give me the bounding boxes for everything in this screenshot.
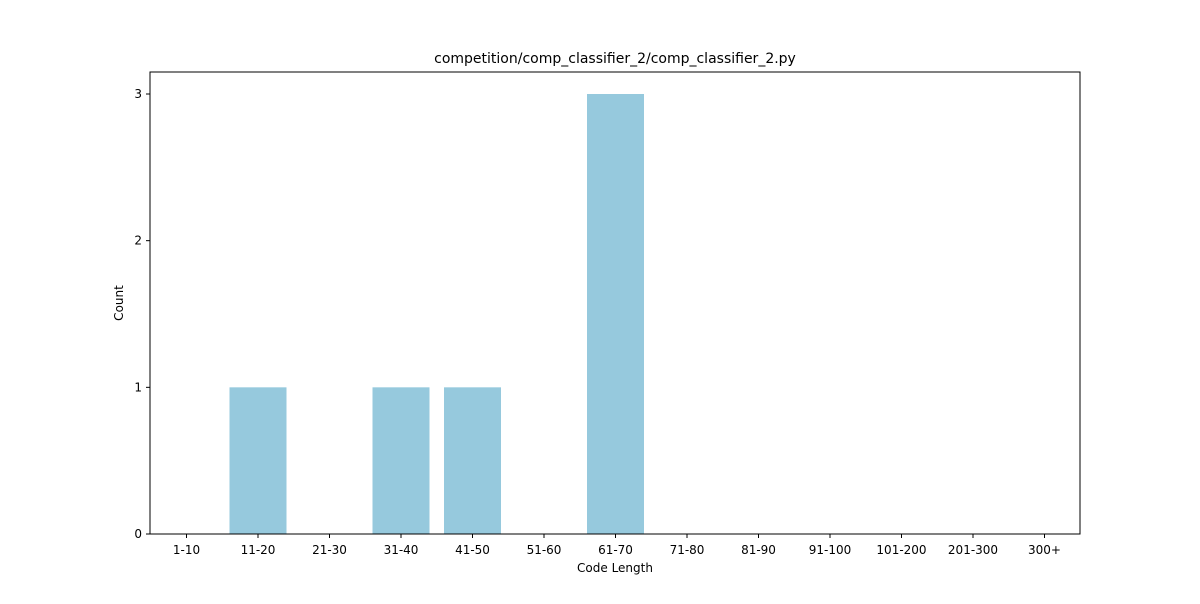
plot-frame <box>149 71 1081 535</box>
x-tick-label: 71-80 <box>670 543 705 557</box>
x-tick-label: 41-50 <box>455 543 490 557</box>
y-tick-label: 1 <box>134 380 142 394</box>
chart-title: competition/comp_classifier_2/comp_class… <box>434 51 796 67</box>
y-tick-label: 0 <box>134 527 142 541</box>
bar-41-50 <box>444 387 501 534</box>
x-tick-label: 201-300 <box>948 543 998 557</box>
bar-61-70 <box>587 94 644 534</box>
y-axis-label: Count <box>112 285 126 321</box>
x-axis-ticks: 1-10 11-20 21-30 31-40 41-50 51-60 61-70 71-80 8… <box>173 534 1061 557</box>
x-tick-label: 11-20 <box>241 543 276 557</box>
x-tick-label: 51-60 <box>527 543 562 557</box>
x-tick-label: 61-70 <box>598 543 633 557</box>
x-tick-label: 91-100 <box>809 543 852 557</box>
x-tick-label: 31-40 <box>384 543 419 557</box>
bar-31-40 <box>372 387 430 534</box>
x-tick-label: 1-10 <box>173 543 200 557</box>
x-tick-label: 81-90 <box>741 543 776 557</box>
bars-group <box>229 94 644 534</box>
y-tick-label: 3 <box>134 87 142 101</box>
y-tick-label: 2 <box>134 234 142 248</box>
x-tick-label: 101-200 <box>876 543 926 557</box>
y-axis-ticks: 0 1 2 3 <box>134 87 150 541</box>
x-axis-label: Code Length <box>577 561 653 575</box>
x-tick-label: 21-30 <box>312 543 347 557</box>
x-tick-label: 300+ <box>1028 543 1061 557</box>
bar-11-20 <box>229 387 287 534</box>
